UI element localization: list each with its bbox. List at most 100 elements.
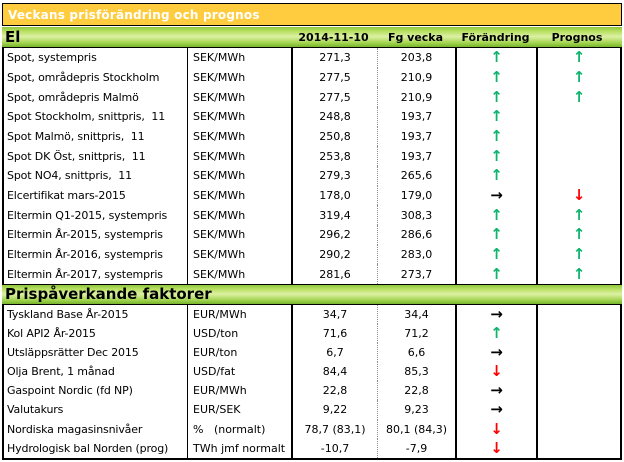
up-arrow-icon: ↑ — [457, 87, 538, 107]
row-label: Olja Brent, 1 månad — [4, 362, 188, 382]
row-label: Spot, områdepris Malmö — [4, 87, 188, 107]
price-table: Veckans prisförändring och prognos El 20… — [2, 3, 622, 460]
row-unit: SEK/MWh — [188, 87, 293, 107]
empty-cell — [538, 166, 620, 186]
empty-cell — [538, 381, 620, 400]
up-arrow-icon: ↑ — [572, 87, 586, 106]
current-value: 84,4 — [293, 362, 378, 382]
empty-cell — [538, 420, 620, 439]
up-arrow-icon: ↑ — [457, 264, 538, 284]
row-unit: SEK/MWh — [188, 146, 293, 166]
down-arrow-icon: ↓ — [457, 438, 538, 458]
previous-value: -7,9 — [378, 438, 457, 458]
up-arrow-icon: ↑ — [572, 225, 586, 244]
table-row: Utsläppsrätter Dec 2015 EUR/ton 6,7 6,6 → — [4, 343, 620, 363]
current-value: 248,8 — [293, 106, 378, 127]
table-title-bar: Veckans prisförändring och prognos — [2, 3, 622, 26]
table-row: Eltermin Q1-2015, systempris SEK/MWh 319,4… — [4, 205, 620, 225]
section-title-el: El — [5, 28, 21, 46]
previous-value: 193,7 — [378, 146, 457, 166]
current-value: 279,3 — [293, 165, 378, 186]
previous-value: 22,8 — [378, 381, 457, 401]
row-label: Spot, områdepris Stockholm — [4, 67, 188, 88]
current-value: 290,2 — [293, 244, 378, 265]
table-row: Elcertifikat mars-2015 SEK/MWh 178,0 179,0 →… — [4, 185, 620, 206]
current-value: 78,7 (83,1) — [293, 419, 378, 439]
el-rows: Spot, systempris SEK/MWh 271,3 203,8 ↑ ↑ Spot,… — [2, 48, 622, 284]
current-value: 281,6 — [293, 264, 378, 284]
row-label: Eltermin Q1-2015, systempris — [4, 205, 188, 225]
table-row: Hydrologisk bal Norden (prog) TWh jmf nor… — [4, 438, 620, 458]
current-value: 250,8 — [293, 126, 378, 147]
previous-value: 85,3 — [378, 362, 457, 382]
current-value: 253,8 — [293, 146, 378, 166]
section-title-faktorer: Prispåverkande faktorer — [5, 285, 212, 304]
previous-value: 210,9 — [378, 87, 457, 107]
table-row: Gaspoint Nordic (fd NP) EUR/MWh 22,8 22,8 → — [4, 381, 620, 401]
down-arrow-icon: ↓ — [457, 362, 538, 382]
row-label: Nordiska magasinsnivåer — [4, 419, 188, 439]
row-label: Eltermin År-2015, systempris — [4, 224, 188, 245]
row-unit: SEK/MWh — [188, 205, 293, 225]
right-arrow-icon: → — [457, 400, 538, 420]
row-label: Spot Stockholm, snittpris, 11 — [4, 106, 188, 127]
table-row: Kol API2 År-2015 USD/ton 71,6 71,2 ↑ — [4, 323, 620, 344]
faktorer-rows: Tyskland Base År-2015 EUR/MWh 34,7 34,4 → Kol… — [2, 304, 622, 460]
up-arrow-icon: ↑ — [457, 48, 538, 68]
table-row: Nordiska magasinsnivåer% (normalt) 78,7 (… — [4, 419, 620, 439]
empty-cell — [538, 400, 620, 419]
up-arrow-icon: ↑ — [572, 264, 586, 283]
current-value: 34,7 — [293, 304, 378, 324]
column-header-forecast: Prognos — [551, 30, 603, 44]
previous-value: 193,7 — [378, 126, 457, 147]
current-value: 277,5 — [293, 67, 378, 88]
down-arrow-icon: ↓ — [572, 185, 586, 204]
right-arrow-icon: → — [457, 304, 538, 324]
table-row: Spot, områdepris Malmö SEK/MWh 277,5 210,9 ↑… — [4, 87, 620, 107]
up-arrow-icon: ↑ — [457, 106, 538, 127]
current-value: 178,0 — [293, 185, 378, 206]
current-value: 296,2 — [293, 224, 378, 245]
previous-value: 265,6 — [378, 165, 457, 186]
previous-value: 80,1 (84,3) — [378, 419, 457, 439]
up-arrow-icon: ↑ — [457, 323, 538, 344]
row-label: Kol API2 År-2015 — [4, 323, 188, 344]
down-arrow-icon: ↓ — [457, 419, 538, 439]
row-unit: USD/ton — [188, 323, 293, 344]
row-label: Spot Malmö, snittpris, 11 — [4, 126, 188, 147]
table-row: Spot Stockholm, snittpris, 11 SEK/MWh 248,… — [4, 106, 620, 127]
table-row: Olja Brent, 1 månad USD/fat 84,4 85,3 ↓ — [4, 362, 620, 382]
current-value: 71,6 — [293, 323, 378, 344]
row-unit: SEK/MWh — [188, 48, 293, 68]
table-row: Eltermin År-2017, systempris SEK/MWh 281,6… — [4, 264, 620, 284]
row-label: Gaspoint Nordic (fd NP) — [4, 381, 188, 401]
up-arrow-icon: ↑ — [457, 224, 538, 245]
previous-value: 6,6 — [378, 343, 457, 363]
previous-value: 283,0 — [378, 244, 457, 265]
row-label: Valutakurs — [4, 400, 188, 420]
row-unit: USD/fat — [188, 362, 293, 382]
right-arrow-icon: → — [457, 381, 538, 401]
right-arrow-icon: → — [457, 185, 538, 206]
current-value: -10,7 — [293, 438, 378, 458]
row-unit: SEK/MWh — [188, 165, 293, 186]
previous-value: 193,7 — [378, 106, 457, 127]
row-unit: TWh jmf normalt — [188, 438, 293, 458]
row-label: Tyskland Base År-2015 — [4, 304, 188, 324]
current-value: 6,7 — [293, 343, 378, 363]
row-label: Elcertifikat mars-2015 — [4, 185, 188, 206]
row-unit: EUR/MWh — [188, 381, 293, 401]
empty-cell — [538, 324, 620, 343]
table-row: Spot Malmö, snittpris, 11 SEK/MWh 250,8 193… — [4, 126, 620, 147]
row-unit: % (normalt) — [188, 419, 293, 439]
previous-value: 273,7 — [378, 264, 457, 284]
up-arrow-icon: ↑ — [572, 244, 586, 263]
row-unit: SEK/MWh — [188, 224, 293, 245]
empty-cell — [538, 107, 620, 127]
section-header-faktorer: Prispåverkande faktorer — [2, 283, 622, 305]
table-row: Spot DK Öst, snittpris, 11 SEK/MWh 253,8 19… — [4, 146, 620, 166]
up-arrow-icon: ↑ — [457, 205, 538, 225]
up-arrow-icon: ↑ — [457, 126, 538, 147]
row-unit: SEK/MWh — [188, 244, 293, 265]
table-row: Spot NO4, snittpris, 11 SEK/MWh 279,3 265,6… — [4, 165, 620, 186]
